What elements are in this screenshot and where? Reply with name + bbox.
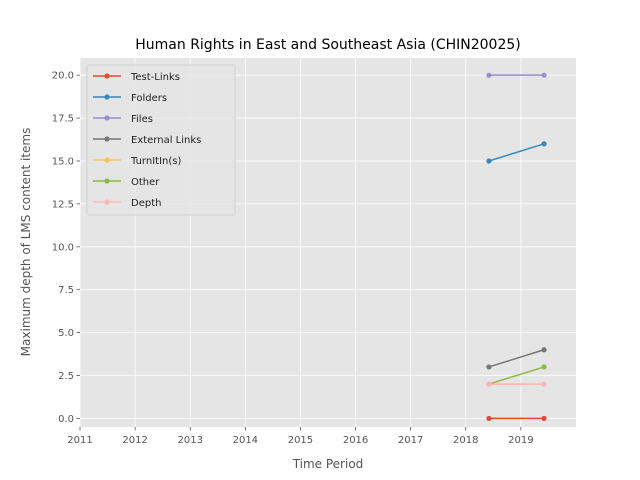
series-folders bbox=[486, 141, 547, 164]
x-tick-label: 2011 bbox=[67, 435, 92, 446]
data-point-test-links bbox=[541, 415, 547, 422]
data-point-external-links bbox=[486, 364, 492, 370]
legend-label: Files bbox=[131, 114, 153, 125]
x-tick-label: 2019 bbox=[508, 435, 533, 446]
y-axis-title: Maximum depth of LMS content items bbox=[19, 128, 33, 357]
legend-label: Depth bbox=[131, 198, 161, 209]
series-line-folders bbox=[488, 143, 545, 162]
data-point-external-links bbox=[541, 347, 547, 353]
data-point-test-links bbox=[486, 415, 492, 422]
legend-swatch-marker bbox=[104, 178, 110, 184]
y-axis-ticks: 0.0 2.5 5.0 7.5 10.0 12.5 15.0 17.5 20.0 bbox=[52, 71, 80, 425]
legend-label: Folders bbox=[131, 93, 167, 104]
series-files bbox=[486, 72, 547, 78]
y-tick-label: 12.5 bbox=[52, 199, 74, 210]
legend-swatch-marker bbox=[104, 199, 110, 205]
data-point-other bbox=[541, 364, 547, 370]
legend-item: Depth bbox=[93, 198, 161, 209]
legend-label: External Links bbox=[131, 135, 201, 146]
y-tick-label: 15.0 bbox=[52, 156, 74, 167]
x-tick-label: 2013 bbox=[177, 435, 202, 446]
legend-swatch-marker bbox=[104, 136, 110, 142]
grid-lines bbox=[79, 58, 576, 427]
x-tick-label: 2017 bbox=[398, 435, 423, 446]
data-point-folders bbox=[486, 158, 492, 164]
legend-label: TurnItIn(s) bbox=[130, 156, 181, 167]
legend-swatch-marker bbox=[104, 73, 110, 79]
legend-item: Files bbox=[93, 114, 153, 125]
legend-item: Folders bbox=[93, 93, 167, 104]
y-tick-label: 2.5 bbox=[58, 371, 74, 382]
y-tick-label: 7.5 bbox=[58, 285, 74, 296]
series-line-other bbox=[488, 366, 545, 385]
y-tick-label: 5.0 bbox=[58, 328, 74, 339]
x-tick-label: 2014 bbox=[233, 435, 258, 446]
legend-item: Test-Links bbox=[93, 72, 180, 83]
series-external-links bbox=[486, 347, 547, 370]
legend-swatch-marker bbox=[104, 115, 110, 121]
legend-item: TurnItIn(s) bbox=[93, 156, 181, 167]
legend: Test-Links Folders Files External Links Turn… bbox=[86, 64, 236, 216]
y-tick-label: 20.0 bbox=[52, 71, 74, 82]
series-line-external-links bbox=[488, 349, 545, 368]
data-point-depth bbox=[541, 381, 547, 387]
data-point-depth bbox=[486, 381, 492, 387]
x-tick-label: 2015 bbox=[288, 435, 313, 446]
legend-swatch-marker bbox=[104, 94, 110, 100]
data-point-files bbox=[486, 72, 492, 78]
legend-swatch-marker bbox=[104, 157, 110, 163]
legend-item: Other bbox=[93, 177, 160, 188]
legend-item: External Links bbox=[93, 135, 201, 146]
y-tick-label: 10.0 bbox=[52, 242, 74, 253]
y-tick-label: 17.5 bbox=[52, 114, 74, 125]
data-point-folders bbox=[541, 141, 547, 147]
legend-label: Other bbox=[131, 177, 160, 188]
series-test-links bbox=[486, 415, 547, 422]
chart-title: Human Rights in East and Southeast Asia … bbox=[135, 37, 520, 53]
series-layer bbox=[486, 72, 547, 422]
x-axis-title: Time Period bbox=[292, 457, 364, 471]
x-axis-ticks: 2011 2012 2013 2014 2015 2016 2017 2018 2019 bbox=[67, 427, 534, 446]
legend-frame bbox=[86, 64, 236, 216]
series-depth bbox=[486, 381, 547, 387]
x-tick-label: 2016 bbox=[343, 435, 368, 446]
x-tick-label: 2018 bbox=[453, 435, 478, 446]
data-point-files bbox=[541, 72, 547, 78]
y-tick-label: 0.0 bbox=[58, 414, 74, 425]
x-tick-label: 2012 bbox=[122, 435, 147, 446]
legend-label: Test-Links bbox=[130, 72, 180, 83]
